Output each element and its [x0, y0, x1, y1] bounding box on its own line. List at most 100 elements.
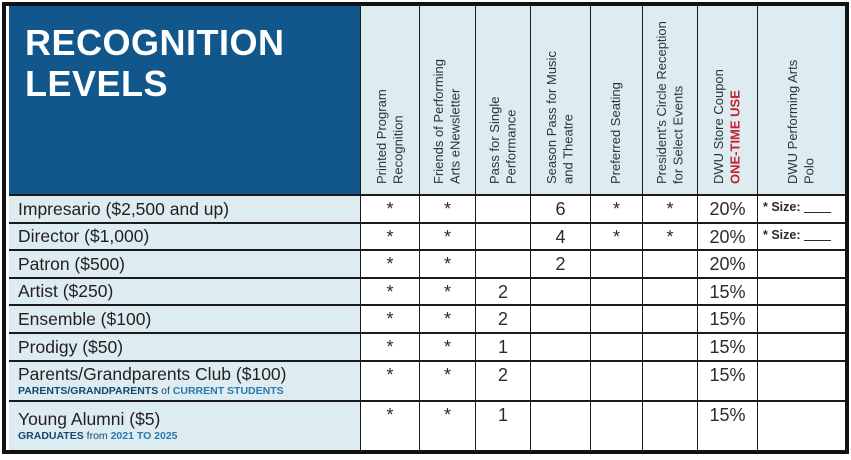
- benefit-cell: *: [361, 224, 420, 251]
- level-name: Director ($1,000): [18, 226, 150, 246]
- column-header-presidents-circle-reception: President's Circle Reception for Select …: [643, 6, 698, 196]
- benefit-cell: [531, 279, 591, 306]
- benefit-cell: [643, 251, 698, 279]
- benefit-cell: *: [420, 362, 476, 402]
- benefit-cell: [591, 334, 643, 362]
- one-time-use-note: ONE-TIME USE: [727, 90, 743, 184]
- note-highlight: 2021 TO 2025: [110, 429, 178, 442]
- benefit-cell: *: [420, 251, 476, 279]
- benefit-cell: [476, 251, 531, 279]
- level-name: Patron ($500): [18, 253, 126, 274]
- table-title-cell: RECOGNITION LEVELS: [9, 6, 361, 196]
- row-label-impresario: Impresario ($2,500 and up): [9, 196, 361, 224]
- row-label-young-alumni: Young Alumni ($5) GRADUATES from 2021 TO…: [9, 402, 361, 450]
- benefit-cell: 2: [476, 279, 531, 306]
- level-name: Impresario ($2,500 and up): [18, 198, 230, 219]
- benefit-cell: [643, 362, 698, 402]
- polo-cell-empty: [758, 279, 845, 306]
- benefit-cell: *: [361, 402, 420, 450]
- benefit-cell: 15%: [698, 306, 758, 334]
- row-label-director: Director ($1,000): [9, 224, 361, 251]
- benefit-cell: [476, 196, 531, 224]
- column-header-performing-arts-polo: DWU Performing Arts Polo: [758, 6, 845, 196]
- note-connector: of: [158, 384, 173, 397]
- polo-size-cell: * Size:: [758, 196, 845, 224]
- benefit-cell: 1: [476, 402, 531, 450]
- benefit-cell: *: [361, 334, 420, 362]
- benefit-cell: *: [420, 306, 476, 334]
- table-title: RECOGNITION LEVELS: [25, 22, 285, 104]
- polo-cell-empty: [758, 334, 845, 362]
- benefit-cell: [591, 362, 643, 402]
- benefit-cell: 15%: [698, 402, 758, 450]
- polo-cell-empty: [758, 402, 845, 450]
- row-label-patron: Patron ($500): [9, 251, 361, 279]
- note-highlight: CURRENT STUDENTS: [172, 384, 284, 397]
- size-label: * Size:: [763, 228, 801, 242]
- row-label-prodigy: Prodigy ($50): [9, 334, 361, 362]
- column-header-label: DWU Performing Arts Polo: [785, 59, 817, 184]
- benefit-cell: *: [420, 402, 476, 450]
- benefit-cell: [531, 362, 591, 402]
- level-name: Prodigy ($50): [18, 336, 124, 357]
- benefit-cell: *: [361, 306, 420, 334]
- column-header-main: DWU Store Coupon: [711, 69, 726, 184]
- benefit-cell: 15%: [698, 362, 758, 402]
- benefit-cell: 6: [531, 196, 591, 224]
- note-strong: PARENTS/GRANDPARENTS: [18, 384, 159, 397]
- benefit-cell: [591, 306, 643, 334]
- benefit-cell: [531, 334, 591, 362]
- benefit-cell: [591, 402, 643, 450]
- table-grid: RECOGNITION LEVELS Printed Program Recog…: [9, 6, 845, 450]
- benefit-cell: *: [361, 279, 420, 306]
- polo-cell-empty: [758, 362, 845, 402]
- column-header-label: Printed Program Recognition: [373, 89, 406, 184]
- benefit-cell: *: [420, 196, 476, 224]
- benefit-cell: 15%: [698, 279, 758, 306]
- column-header-printed-program-recognition: Printed Program Recognition: [361, 6, 420, 196]
- benefit-cell: [643, 279, 698, 306]
- benefit-cell: [476, 224, 531, 251]
- benefit-cell: [531, 306, 591, 334]
- column-header-single-performance-pass: Pass for Single Performance: [476, 6, 531, 196]
- column-header-label: President's Circle Reception for Select …: [653, 21, 686, 184]
- benefit-cell: [591, 279, 643, 306]
- column-header-dwu-store-coupon: DWU Store Coupon ONE-TIME USE: [698, 6, 758, 196]
- benefit-cell: 15%: [698, 334, 758, 362]
- benefit-cell: [643, 306, 698, 334]
- column-header-label: Pass for Single Performance: [486, 96, 519, 184]
- benefit-cell: *: [643, 196, 698, 224]
- level-name: Parents/Grandparents Club ($100): [18, 363, 287, 384]
- benefit-cell: *: [420, 279, 476, 306]
- row-label-parents-grandparents-club: Parents/Grandparents Club ($100) PARENTS…: [9, 362, 361, 402]
- level-name: Ensemble ($100): [18, 308, 152, 329]
- column-header-label: DWU Store Coupon ONE-TIME USE: [711, 6, 744, 194]
- size-label: * Size:: [763, 200, 801, 214]
- size-blank-line: [803, 228, 831, 241]
- row-label-ensemble: Ensemble ($100): [9, 306, 361, 334]
- benefit-cell: *: [420, 334, 476, 362]
- benefit-cell: 2: [476, 362, 531, 402]
- benefit-cell: 20%: [698, 224, 758, 251]
- column-header-preferred-seating: Preferred Seating: [591, 6, 643, 196]
- benefit-cell: 2: [531, 251, 591, 279]
- column-header-label: Preferred Seating: [608, 82, 624, 184]
- polo-size-cell: * Size:: [758, 224, 845, 251]
- benefit-cell: *: [420, 224, 476, 251]
- polo-cell-empty: [758, 251, 845, 279]
- benefit-cell: *: [591, 224, 643, 251]
- benefit-cell: [531, 402, 591, 450]
- level-note: PARENTS/GRANDPARENTS of CURRENT STUDENTS: [18, 385, 354, 398]
- size-blank-line: [803, 200, 831, 213]
- benefit-cell: 2: [476, 306, 531, 334]
- benefit-cell: 20%: [698, 251, 758, 279]
- note-strong: GRADUATES: [18, 429, 84, 442]
- benefit-cell: [643, 402, 698, 450]
- column-header-season-pass: Season Pass for Music and Theatre: [531, 6, 591, 196]
- level-name: Young Alumni ($5): [18, 408, 161, 429]
- column-header-label: Season Pass for Music and Theatre: [544, 51, 576, 184]
- benefit-cell: [591, 251, 643, 279]
- benefit-cell: 20%: [698, 196, 758, 224]
- benefit-cell: *: [591, 196, 643, 224]
- note-connector: from: [83, 429, 111, 442]
